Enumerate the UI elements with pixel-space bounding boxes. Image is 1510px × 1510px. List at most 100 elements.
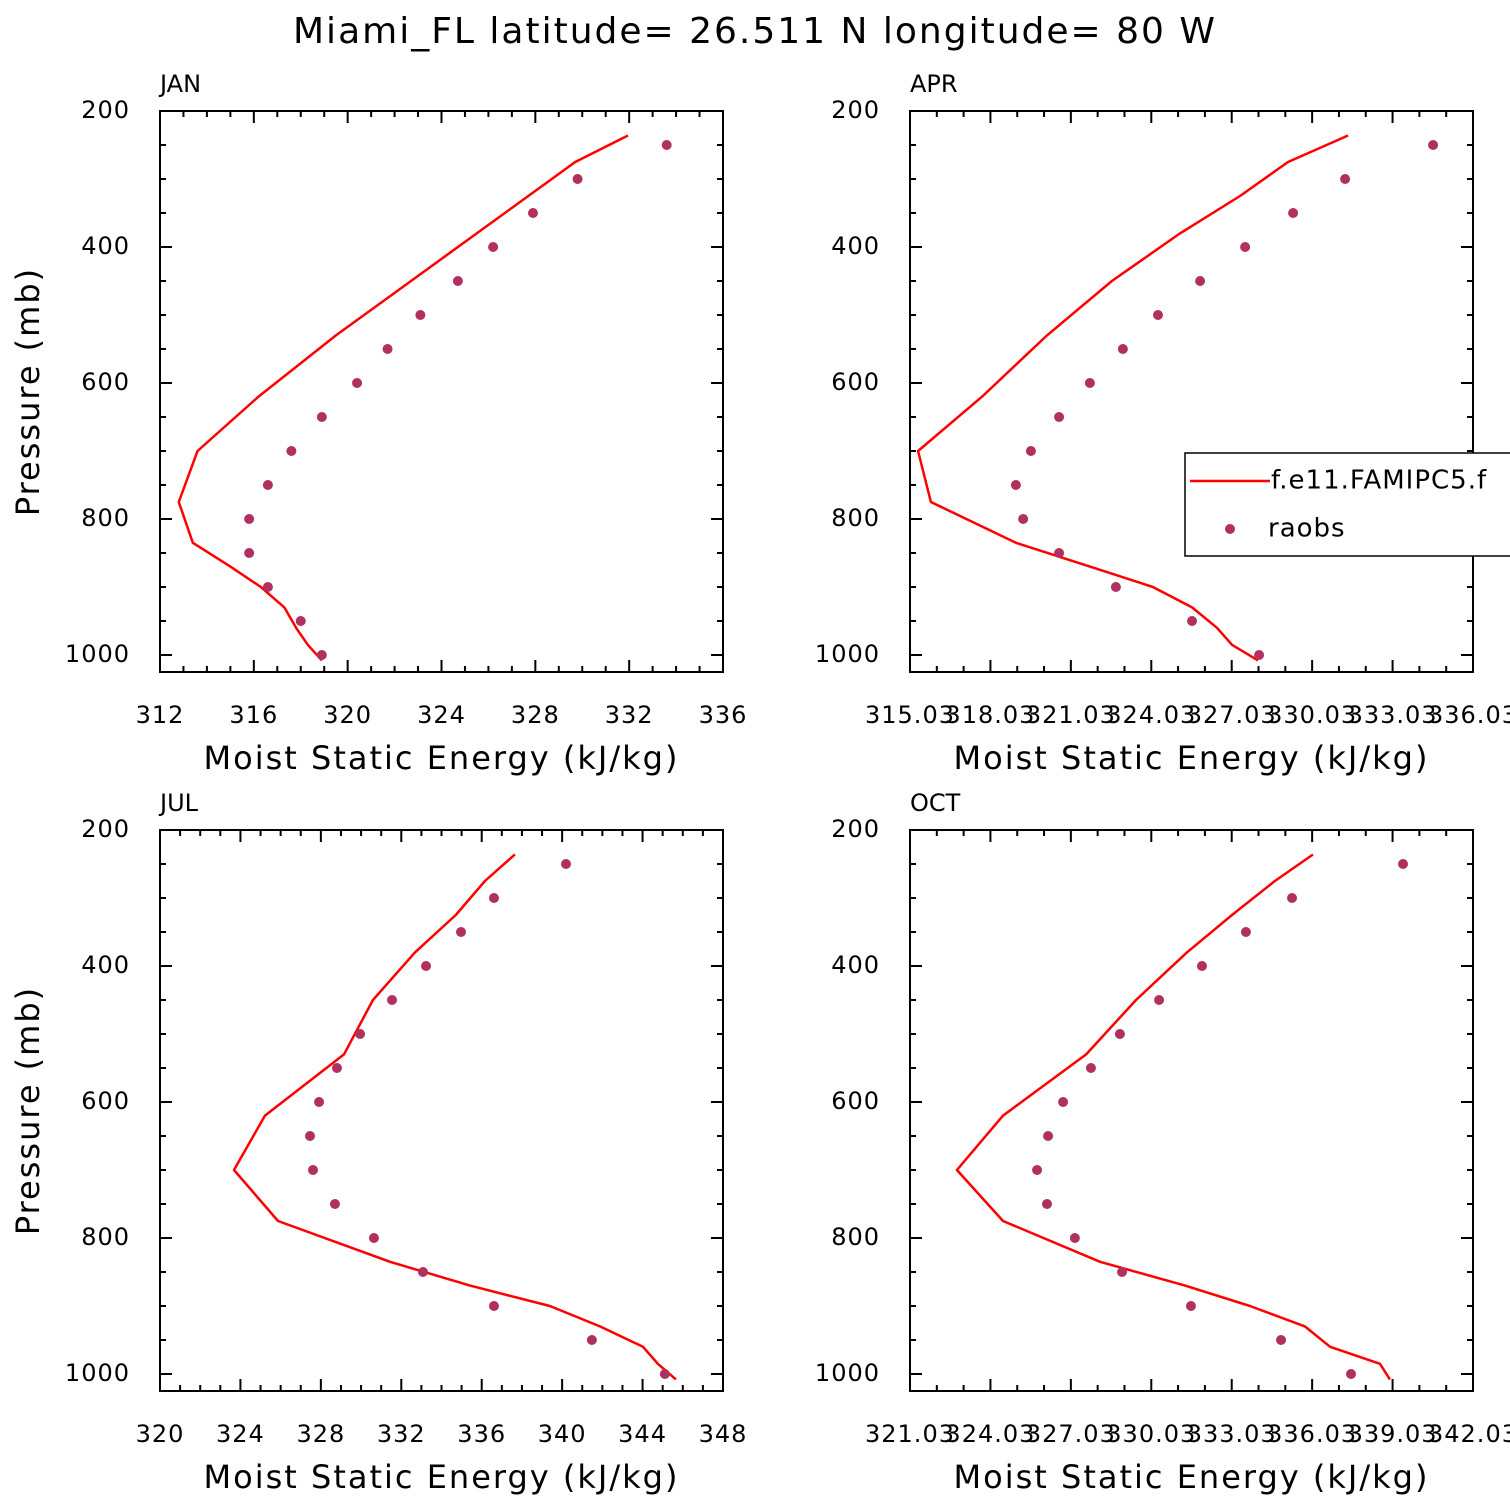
obs-point [1041, 1199, 1052, 1209]
obs-point [304, 1131, 315, 1141]
obs-point [1340, 174, 1351, 184]
obs-point [1240, 927, 1251, 937]
x-axis-label: Moist Static Energy (kJ/kg) [954, 1458, 1430, 1496]
x-tick-label: 333.03 [1348, 701, 1438, 729]
y-tick-label: 400 [831, 951, 880, 979]
x-axis-label: Moist Static Energy (kJ/kg) [954, 739, 1430, 777]
obs-point [1276, 1335, 1287, 1345]
obs-point [316, 412, 327, 422]
obs-point [1110, 582, 1121, 592]
x-tick-label: 336 [457, 1420, 506, 1448]
obs-point [452, 276, 463, 286]
obs-point [560, 859, 571, 869]
obs-point [456, 927, 467, 937]
obs-point [286, 446, 297, 456]
obs-point [1010, 480, 1021, 490]
obs-point [661, 140, 672, 150]
y-tick-label: 600 [831, 368, 880, 396]
obs-point [295, 616, 306, 626]
obs-point [1025, 446, 1036, 456]
obs-point [415, 310, 426, 320]
y-tick-label: 1000 [65, 640, 130, 668]
obs-point [1346, 1369, 1357, 1379]
y-tick-label: 1000 [815, 1359, 880, 1387]
obs-point [1058, 1097, 1069, 1107]
panel-title: JUL [158, 789, 199, 817]
model-line [232, 853, 677, 1381]
obs-point [1254, 650, 1265, 660]
x-tick-label: 330.03 [1267, 701, 1357, 729]
x-tick-label: 332 [605, 701, 654, 729]
obs-point [1154, 995, 1165, 1005]
y-tick-label: 800 [831, 1223, 880, 1251]
y-tick-label: 1000 [815, 640, 880, 668]
x-tick-label: 342.03 [1428, 1420, 1510, 1448]
x-tick-label: 336 [699, 701, 748, 729]
panel-title: JAN [158, 70, 201, 98]
y-tick-label: 600 [81, 368, 130, 396]
x-tick-label: 339.03 [1348, 1420, 1438, 1448]
obs-point [1288, 208, 1299, 218]
y-tick-label: 800 [81, 1223, 130, 1251]
figure-title: Miami_FL latitude= 26.511 N longitude= 8… [293, 11, 1217, 52]
obs-point [1084, 378, 1095, 388]
x-tick-label: 327.03 [1026, 1420, 1116, 1448]
x-tick-label: 328 [296, 1420, 345, 1448]
obs-point [1152, 310, 1163, 320]
x-tick-label: 340 [538, 1420, 587, 1448]
x-tick-label: 336.03 [1267, 1420, 1357, 1448]
obs-point [586, 1335, 597, 1345]
model-line [177, 134, 629, 662]
obs-point [308, 1165, 319, 1175]
obs-point [1240, 242, 1251, 252]
obs-point [488, 1301, 499, 1311]
obs-point [659, 1369, 670, 1379]
obs-point [331, 1063, 342, 1073]
x-tick-label: 320 [136, 1420, 185, 1448]
x-tick-label: 316 [229, 701, 278, 729]
obs-point [316, 650, 327, 660]
legend-label: raobs [1268, 514, 1346, 544]
obs-point [488, 893, 499, 903]
y-tick-label: 200 [81, 815, 130, 843]
obs-point [1032, 1165, 1043, 1175]
obs-point [1114, 1029, 1125, 1039]
y-tick-label: 400 [831, 232, 880, 260]
y-tick-label: 800 [81, 504, 130, 532]
obs-point [244, 548, 255, 558]
obs-point [314, 1097, 325, 1107]
obs-point [244, 514, 255, 524]
obs-point [1287, 893, 1298, 903]
legend-label: f.e11.FAMIPC5.f [1271, 466, 1487, 496]
obs-point [355, 1029, 366, 1039]
x-tick-label: 318.03 [945, 701, 1035, 729]
obs-point [572, 174, 583, 184]
x-tick-label: 324.03 [1106, 701, 1196, 729]
obs-point [418, 1267, 429, 1277]
model-line [955, 853, 1391, 1381]
x-tick-label: 324.03 [945, 1420, 1035, 1448]
x-tick-label: 330.03 [1106, 1420, 1196, 1448]
x-tick-label: 320 [323, 701, 372, 729]
obs-point [1195, 276, 1206, 286]
obs-point [1196, 961, 1207, 971]
obs-point [1185, 1301, 1196, 1311]
obs-point [1428, 140, 1439, 150]
y-tick-label: 600 [831, 1087, 880, 1115]
x-tick-label: 321.03 [865, 1420, 955, 1448]
x-tick-label: 333.03 [1187, 1420, 1277, 1448]
obs-point [527, 208, 538, 218]
y-axis-label: Pressure (mb) [9, 986, 47, 1235]
obs-point [387, 995, 398, 1005]
obs-point [1054, 548, 1065, 558]
y-tick-label: 400 [81, 232, 130, 260]
y-tick-label: 800 [831, 504, 880, 532]
x-tick-label: 332 [377, 1420, 426, 1448]
x-axis-label: Moist Static Energy (kJ/kg) [204, 739, 680, 777]
y-axis-label: Pressure (mb) [9, 267, 47, 516]
y-tick-label: 600 [81, 1087, 130, 1115]
plot-frame [909, 829, 1474, 1392]
model-line [916, 134, 1349, 662]
